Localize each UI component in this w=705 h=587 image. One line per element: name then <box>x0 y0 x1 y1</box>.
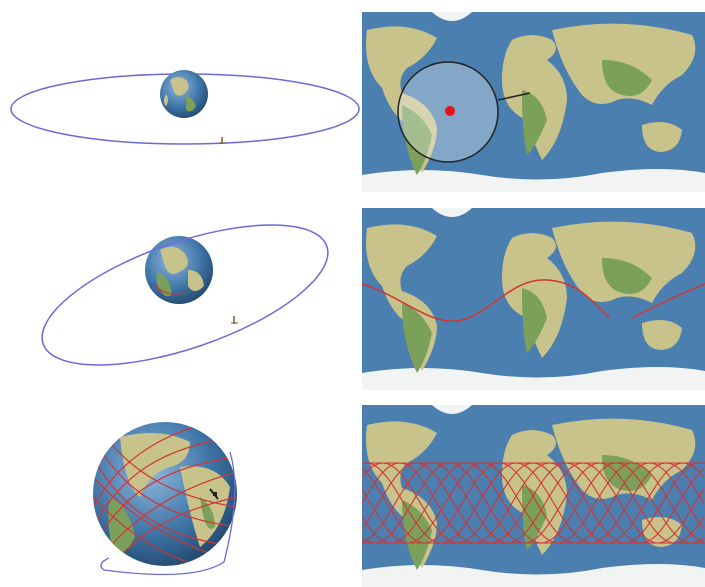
globe-icon <box>160 70 208 118</box>
sub-satellite-point <box>445 106 455 116</box>
inclined-orbit-svg <box>41 224 329 366</box>
leo-orbit-svg <box>93 422 237 576</box>
ground-track-sine <box>362 279 611 322</box>
leo-ground-tracks <box>362 462 705 544</box>
inclined-ground-track-map-panel <box>362 208 705 390</box>
satellite-icon <box>209 488 219 500</box>
geo-ground-track-svg <box>362 12 705 192</box>
ground-track-pass <box>362 462 705 544</box>
leo-ground-track-svg <box>362 405 705 587</box>
ground-track-pass <box>362 462 705 544</box>
globe-icon <box>145 236 213 304</box>
leo-orbit-globe-panel <box>0 397 360 587</box>
globe-ground-track <box>154 284 186 295</box>
ground-track-pass <box>362 462 705 544</box>
world-map-icon <box>362 208 705 390</box>
geo-ground-track-map-panel <box>362 0 705 195</box>
inclined-orbit-ring <box>41 224 329 366</box>
geo-orbit-svg <box>10 70 360 145</box>
satellite-icon <box>219 137 226 144</box>
inclined-ground-track-svg <box>362 208 705 390</box>
ground-track-sine-continuation <box>631 283 705 319</box>
globe-icon <box>93 422 237 566</box>
satellite-icon <box>231 316 238 324</box>
world-map-icon <box>362 12 705 192</box>
leo-ground-track-map-panel <box>362 405 705 587</box>
leo-orbit-ring <box>100 451 236 576</box>
inclined-orbit-globe-panel <box>0 200 360 390</box>
geo-orbit-globe-panel <box>0 0 360 195</box>
